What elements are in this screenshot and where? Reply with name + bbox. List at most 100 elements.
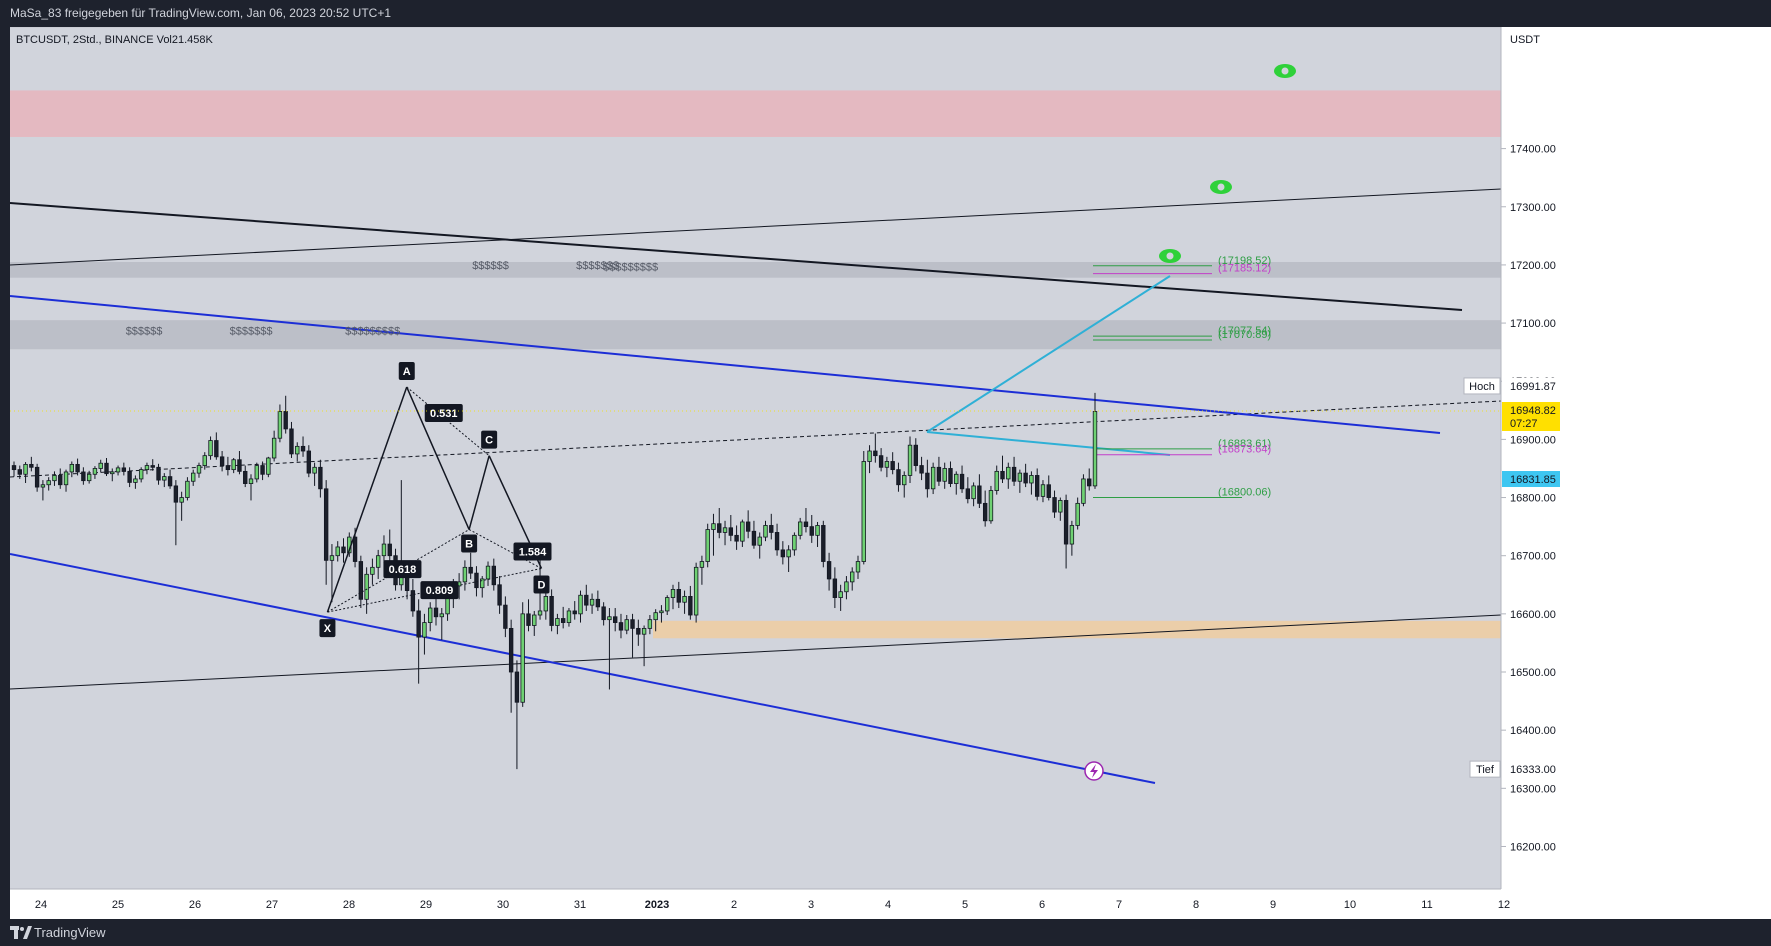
- rising-line-lower[interactable]: [9, 614, 1502, 690]
- candle[interactable]: [751, 520, 757, 549]
- candle[interactable]: [815, 521, 820, 547]
- candle[interactable]: [329, 544, 335, 603]
- candle[interactable]: [1029, 471, 1034, 495]
- candle[interactable]: [653, 609, 658, 632]
- candle[interactable]: [17, 465, 22, 479]
- candle[interactable]: [965, 477, 971, 504]
- candle[interactable]: [659, 605, 664, 623]
- eye-icon[interactable]: [1210, 180, 1232, 194]
- candle[interactable]: [237, 451, 242, 475]
- candle[interactable]: [63, 469, 69, 492]
- candle[interactable]: [503, 596, 508, 638]
- candle[interactable]: [144, 462, 150, 475]
- candle[interactable]: [381, 535, 387, 563]
- candle[interactable]: [532, 610, 537, 636]
- cyan-upper-line[interactable]: [926, 275, 1171, 433]
- candle[interactable]: [104, 457, 109, 477]
- candle[interactable]: [948, 461, 953, 488]
- candle[interactable]: [792, 532, 797, 556]
- candle[interactable]: [480, 576, 485, 598]
- candle[interactable]: [98, 459, 103, 473]
- candle[interactable]: [179, 491, 184, 521]
- candle[interactable]: [289, 421, 294, 458]
- candle[interactable]: [636, 619, 641, 646]
- candle[interactable]: [58, 468, 63, 489]
- candle[interactable]: [1075, 497, 1080, 530]
- candle[interactable]: [803, 508, 809, 533]
- candle[interactable]: [566, 608, 572, 627]
- candle[interactable]: [595, 590, 601, 611]
- rising-line-upper[interactable]: [9, 188, 1502, 266]
- candle[interactable]: [890, 452, 895, 475]
- candle[interactable]: [110, 468, 115, 482]
- candle[interactable]: [705, 523, 710, 568]
- candle[interactable]: [757, 532, 762, 559]
- candle[interactable]: [416, 599, 421, 684]
- candle[interactable]: [1081, 474, 1086, 507]
- candle[interactable]: [821, 520, 826, 568]
- eye-icon[interactable]: [1274, 64, 1296, 78]
- candle[interactable]: [711, 513, 716, 556]
- candle[interactable]: [884, 456, 890, 478]
- candle[interactable]: [306, 445, 312, 478]
- candle[interactable]: [1087, 468, 1092, 491]
- candle[interactable]: [797, 517, 803, 540]
- candle[interactable]: [1069, 520, 1075, 556]
- candle[interactable]: [959, 465, 965, 493]
- candle[interactable]: [982, 490, 988, 527]
- candle[interactable]: [335, 541, 340, 562]
- candle[interactable]: [254, 462, 259, 483]
- candle[interactable]: [902, 471, 907, 498]
- candle[interactable]: [243, 465, 248, 488]
- candle[interactable]: [81, 467, 86, 485]
- candle[interactable]: [936, 456, 942, 486]
- candle[interactable]: [838, 584, 843, 611]
- candle[interactable]: [1006, 462, 1011, 489]
- cyan-lower-line[interactable]: [926, 431, 1171, 456]
- candle[interactable]: [219, 451, 225, 472]
- event-lightning-icon[interactable]: [1084, 761, 1104, 781]
- candle[interactable]: [46, 477, 51, 491]
- candle[interactable]: [925, 459, 930, 498]
- candle[interactable]: [214, 432, 219, 460]
- candle[interactable]: [283, 395, 288, 434]
- candle[interactable]: [133, 475, 138, 489]
- candle[interactable]: [428, 602, 433, 632]
- channel-lower-line[interactable]: [9, 553, 1156, 784]
- candle[interactable]: [763, 520, 768, 542]
- candle[interactable]: [202, 452, 207, 470]
- candle[interactable]: [497, 576, 502, 614]
- candle[interactable]: [121, 462, 127, 476]
- candle[interactable]: [29, 456, 34, 472]
- candle[interactable]: [1035, 468, 1040, 501]
- candle[interactable]: [1063, 494, 1069, 569]
- candle[interactable]: [988, 485, 994, 524]
- candle[interactable]: [994, 465, 999, 495]
- eye-icon[interactable]: [1159, 249, 1181, 263]
- candle[interactable]: [271, 430, 277, 462]
- candle[interactable]: [745, 510, 751, 539]
- candle[interactable]: [549, 589, 554, 632]
- pattern-leg-AB[interactable]: [406, 386, 470, 530]
- candle[interactable]: [618, 613, 624, 639]
- candle[interactable]: [867, 445, 872, 474]
- candle[interactable]: [75, 458, 80, 476]
- candle[interactable]: [665, 595, 670, 616]
- candle[interactable]: [717, 508, 722, 539]
- candle[interactable]: [607, 608, 612, 690]
- candle[interactable]: [844, 576, 849, 600]
- candle[interactable]: [1052, 490, 1057, 518]
- candle[interactable]: [930, 462, 936, 495]
- candle[interactable]: [850, 567, 855, 591]
- candle[interactable]: [826, 552, 832, 591]
- candle[interactable]: [578, 590, 583, 623]
- candle[interactable]: [266, 456, 271, 478]
- candle[interactable]: [1023, 463, 1028, 488]
- candle[interactable]: [115, 465, 121, 476]
- candle[interactable]: [462, 560, 468, 591]
- candle[interactable]: [260, 461, 265, 481]
- candle[interactable]: [954, 471, 959, 495]
- candle[interactable]: [208, 436, 213, 460]
- candle[interactable]: [613, 608, 618, 632]
- candle[interactable]: [913, 438, 918, 472]
